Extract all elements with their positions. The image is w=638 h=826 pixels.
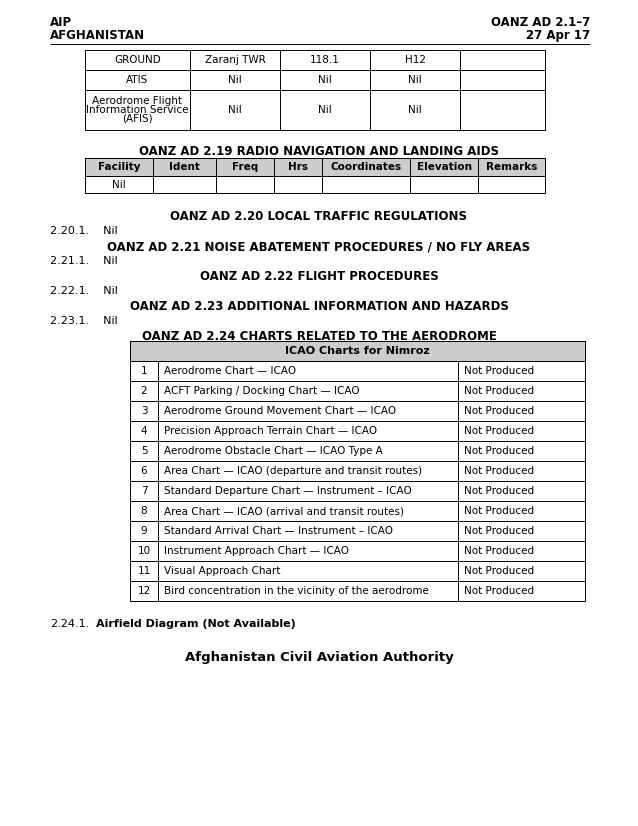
Bar <box>85 50 545 130</box>
Text: Nil: Nil <box>318 75 332 85</box>
Text: 118.1: 118.1 <box>310 55 340 65</box>
Text: H12: H12 <box>404 55 426 65</box>
Text: Not Produced: Not Produced <box>464 386 534 396</box>
Text: 3: 3 <box>141 406 147 416</box>
Text: 11: 11 <box>137 566 151 576</box>
Text: Afghanistan Civil Aviation Authority: Afghanistan Civil Aviation Authority <box>184 651 454 664</box>
Text: Information Service: Information Service <box>86 105 189 115</box>
Text: 2.20.1.    Nil: 2.20.1. Nil <box>50 226 118 236</box>
Text: Aerodrome Ground Movement Chart — ICAO: Aerodrome Ground Movement Chart — ICAO <box>164 406 396 416</box>
Text: 5: 5 <box>141 446 147 456</box>
Text: 2.23.1.    Nil: 2.23.1. Nil <box>50 316 118 326</box>
Text: 27 Apr 17: 27 Apr 17 <box>526 29 590 42</box>
Text: Nil: Nil <box>228 105 242 115</box>
Text: Visual Approach Chart: Visual Approach Chart <box>164 566 280 576</box>
Text: Instrument Approach Chart — ICAO: Instrument Approach Chart — ICAO <box>164 546 349 556</box>
Text: 10: 10 <box>137 546 151 556</box>
Text: 12: 12 <box>137 586 151 596</box>
Text: Elevation: Elevation <box>417 162 471 172</box>
Text: Not Produced: Not Produced <box>464 486 534 496</box>
Text: Bird concentration in the vicinity of the aerodrome: Bird concentration in the vicinity of th… <box>164 586 429 596</box>
Text: ATIS: ATIS <box>126 75 149 85</box>
Text: OANZ AD 2.19 RADIO NAVIGATION AND LANDING AIDS: OANZ AD 2.19 RADIO NAVIGATION AND LANDIN… <box>139 145 499 158</box>
Text: AFGHANISTAN: AFGHANISTAN <box>50 29 145 42</box>
Text: 8: 8 <box>141 506 147 516</box>
Text: Not Produced: Not Produced <box>464 406 534 416</box>
Bar <box>85 158 545 193</box>
Text: ACFT Parking / Docking Chart — ICAO: ACFT Parking / Docking Chart — ICAO <box>164 386 360 396</box>
Text: Airfield Diagram (Not Available): Airfield Diagram (Not Available) <box>96 619 296 629</box>
Text: Nil: Nil <box>408 75 422 85</box>
Text: Not Produced: Not Produced <box>464 566 534 576</box>
Text: 2: 2 <box>141 386 147 396</box>
Text: Not Produced: Not Produced <box>464 426 534 436</box>
Text: ICAO Charts for Nimroz: ICAO Charts for Nimroz <box>285 346 430 356</box>
Text: Zaranj TWR: Zaranj TWR <box>205 55 265 65</box>
Text: 7: 7 <box>141 486 147 496</box>
Text: 6: 6 <box>141 466 147 476</box>
Text: Area Chart — ICAO (arrival and transit routes): Area Chart — ICAO (arrival and transit r… <box>164 506 404 516</box>
Text: Remarks: Remarks <box>486 162 537 172</box>
Text: 4: 4 <box>141 426 147 436</box>
Text: Area Chart — ICAO (departure and transit routes): Area Chart — ICAO (departure and transit… <box>164 466 422 476</box>
Text: OANZ AD 2.23 ADDITIONAL INFORMATION AND HAZARDS: OANZ AD 2.23 ADDITIONAL INFORMATION AND … <box>130 300 508 313</box>
Bar <box>130 341 585 601</box>
Text: Not Produced: Not Produced <box>464 466 534 476</box>
Text: Not Produced: Not Produced <box>464 366 534 376</box>
Text: OANZ AD 2.21 NOISE ABATEMENT PROCEDURES / NO FLY AREAS: OANZ AD 2.21 NOISE ABATEMENT PROCEDURES … <box>107 240 531 253</box>
Bar <box>85 158 545 176</box>
Text: Not Produced: Not Produced <box>464 526 534 536</box>
Text: Precision Approach Terrain Chart — ICAO: Precision Approach Terrain Chart — ICAO <box>164 426 377 436</box>
Text: Ident: Ident <box>169 162 200 172</box>
Text: Nil: Nil <box>318 105 332 115</box>
Text: Standard Arrival Chart — Instrument – ICAO: Standard Arrival Chart — Instrument – IC… <box>164 526 393 536</box>
Text: OANZ AD 2.1–7: OANZ AD 2.1–7 <box>491 16 590 29</box>
Text: Coordinates: Coordinates <box>330 162 401 172</box>
Text: 2.22.1.    Nil: 2.22.1. Nil <box>50 286 118 296</box>
Text: Freq: Freq <box>232 162 258 172</box>
Text: 2.21.1.    Nil: 2.21.1. Nil <box>50 256 118 266</box>
Text: 2.24.1.: 2.24.1. <box>50 619 89 629</box>
Text: Aerodrome Chart — ICAO: Aerodrome Chart — ICAO <box>164 366 296 376</box>
Text: 9: 9 <box>141 526 147 536</box>
Text: Facility: Facility <box>98 162 140 172</box>
Text: (AFIS): (AFIS) <box>122 113 153 124</box>
Text: Not Produced: Not Produced <box>464 506 534 516</box>
Text: Not Produced: Not Produced <box>464 446 534 456</box>
Text: OANZ AD 2.24 CHARTS RELATED TO THE AERODROME: OANZ AD 2.24 CHARTS RELATED TO THE AEROD… <box>142 330 496 343</box>
Bar <box>130 341 585 361</box>
Text: Nil: Nil <box>408 105 422 115</box>
Text: OANZ AD 2.20 LOCAL TRAFFIC REGULATIONS: OANZ AD 2.20 LOCAL TRAFFIC REGULATIONS <box>170 210 468 223</box>
Text: Not Produced: Not Produced <box>464 546 534 556</box>
Text: Standard Departure Chart — Instrument – ICAO: Standard Departure Chart — Instrument – … <box>164 486 412 496</box>
Text: Aerodrome Obstacle Chart — ICAO Type A: Aerodrome Obstacle Chart — ICAO Type A <box>164 446 383 456</box>
Text: Aerodrome Flight: Aerodrome Flight <box>93 97 182 107</box>
Text: Nil: Nil <box>112 179 126 189</box>
Text: GROUND: GROUND <box>114 55 161 65</box>
Text: Nil: Nil <box>228 75 242 85</box>
Text: AIP: AIP <box>50 16 72 29</box>
Text: Hrs: Hrs <box>288 162 308 172</box>
Text: Not Produced: Not Produced <box>464 586 534 596</box>
Text: OANZ AD 2.22 FLIGHT PROCEDURES: OANZ AD 2.22 FLIGHT PROCEDURES <box>200 270 438 283</box>
Text: 1: 1 <box>141 366 147 376</box>
